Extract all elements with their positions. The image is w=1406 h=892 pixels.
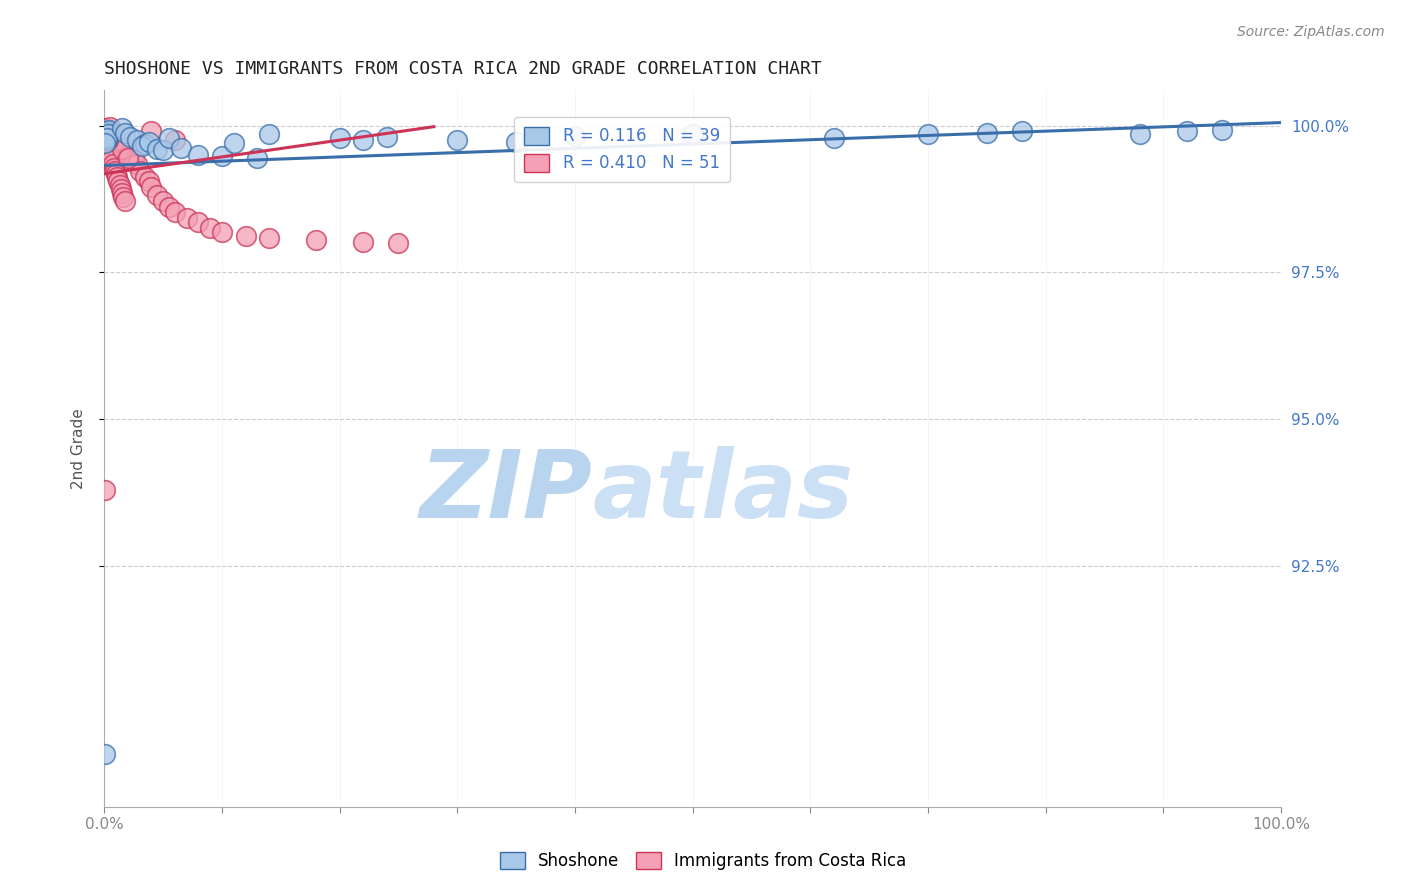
Point bbox=[211, 149, 233, 163]
Legend: Shoshone, Immigrants from Costa Rica: Shoshone, Immigrants from Costa Rica bbox=[494, 845, 912, 877]
Point bbox=[446, 133, 468, 147]
Point bbox=[101, 157, 124, 171]
Point bbox=[114, 194, 136, 208]
Point bbox=[917, 128, 939, 142]
Point bbox=[200, 221, 222, 235]
Point bbox=[111, 186, 134, 200]
Point bbox=[97, 126, 120, 140]
Point bbox=[94, 747, 117, 761]
Point bbox=[97, 137, 120, 152]
Point bbox=[222, 136, 245, 150]
Point bbox=[141, 180, 163, 194]
Point bbox=[104, 164, 127, 178]
Point bbox=[114, 126, 136, 140]
Point bbox=[94, 483, 117, 497]
Point bbox=[96, 131, 118, 145]
Point bbox=[146, 142, 169, 156]
Point bbox=[976, 126, 998, 140]
Point bbox=[117, 137, 139, 152]
Point bbox=[94, 121, 117, 136]
Point bbox=[98, 146, 121, 161]
Text: SHOSHONE VS IMMIGRANTS FROM COSTA RICA 2ND GRADE CORRELATION CHART: SHOSHONE VS IMMIGRANTS FROM COSTA RICA 2… bbox=[104, 60, 823, 78]
Point bbox=[96, 133, 118, 147]
Point bbox=[375, 130, 398, 145]
Point bbox=[96, 124, 118, 138]
Point bbox=[103, 161, 125, 175]
Point bbox=[211, 226, 233, 240]
Point bbox=[134, 170, 156, 185]
Point bbox=[122, 153, 145, 167]
Point bbox=[187, 215, 209, 229]
Point bbox=[138, 135, 160, 149]
Point bbox=[97, 133, 120, 147]
Y-axis label: 2nd Grade: 2nd Grade bbox=[72, 409, 86, 489]
Point bbox=[257, 128, 280, 142]
Point bbox=[352, 235, 374, 249]
Point bbox=[103, 128, 125, 142]
Point bbox=[157, 131, 180, 145]
Point bbox=[246, 151, 269, 165]
Point bbox=[97, 128, 120, 142]
Point bbox=[682, 128, 704, 142]
Point bbox=[1129, 128, 1152, 142]
Text: ZIP: ZIP bbox=[420, 446, 593, 538]
Point bbox=[111, 142, 134, 156]
Point bbox=[107, 133, 129, 147]
Point bbox=[96, 129, 118, 144]
Point bbox=[94, 136, 117, 150]
Point bbox=[1011, 124, 1033, 138]
Point bbox=[97, 135, 120, 149]
Point bbox=[120, 130, 142, 145]
Point bbox=[157, 200, 180, 214]
Point bbox=[505, 135, 527, 149]
Point bbox=[141, 124, 163, 138]
Point bbox=[108, 178, 131, 193]
Point bbox=[105, 167, 128, 181]
Point bbox=[823, 131, 845, 145]
Point bbox=[110, 182, 132, 196]
Point bbox=[387, 235, 409, 250]
Point bbox=[98, 123, 121, 137]
Point bbox=[235, 229, 257, 244]
Point bbox=[111, 121, 134, 136]
Point bbox=[127, 133, 149, 147]
Point bbox=[98, 149, 121, 163]
Point bbox=[131, 139, 153, 153]
Point bbox=[128, 164, 150, 178]
Legend: R = 0.116   N = 39, R = 0.410   N = 51: R = 0.116 N = 39, R = 0.410 N = 51 bbox=[515, 117, 730, 182]
Point bbox=[163, 205, 186, 219]
Point bbox=[94, 126, 117, 140]
Point bbox=[112, 190, 135, 204]
Point bbox=[120, 145, 142, 159]
Point bbox=[187, 148, 209, 162]
Point bbox=[152, 194, 174, 208]
Point bbox=[107, 174, 129, 188]
Point bbox=[176, 211, 198, 226]
Point bbox=[1211, 123, 1233, 137]
Point bbox=[138, 174, 160, 188]
Point bbox=[100, 153, 122, 167]
Point bbox=[96, 131, 118, 145]
Text: Source: ZipAtlas.com: Source: ZipAtlas.com bbox=[1237, 25, 1385, 39]
Point bbox=[94, 130, 117, 145]
Point bbox=[257, 231, 280, 245]
Point bbox=[564, 129, 586, 144]
Point bbox=[329, 131, 352, 145]
Point bbox=[98, 120, 121, 134]
Point bbox=[146, 187, 169, 202]
Point bbox=[98, 143, 121, 157]
Point bbox=[98, 141, 121, 155]
Point bbox=[163, 133, 186, 147]
Point bbox=[1175, 124, 1198, 138]
Point bbox=[105, 170, 128, 185]
Point bbox=[170, 141, 193, 155]
Point bbox=[117, 151, 139, 165]
Point bbox=[152, 143, 174, 157]
Point bbox=[94, 128, 117, 142]
Point bbox=[352, 133, 374, 147]
Point bbox=[127, 157, 149, 171]
Text: atlas: atlas bbox=[593, 446, 853, 538]
Point bbox=[305, 233, 328, 247]
Point bbox=[134, 137, 156, 152]
